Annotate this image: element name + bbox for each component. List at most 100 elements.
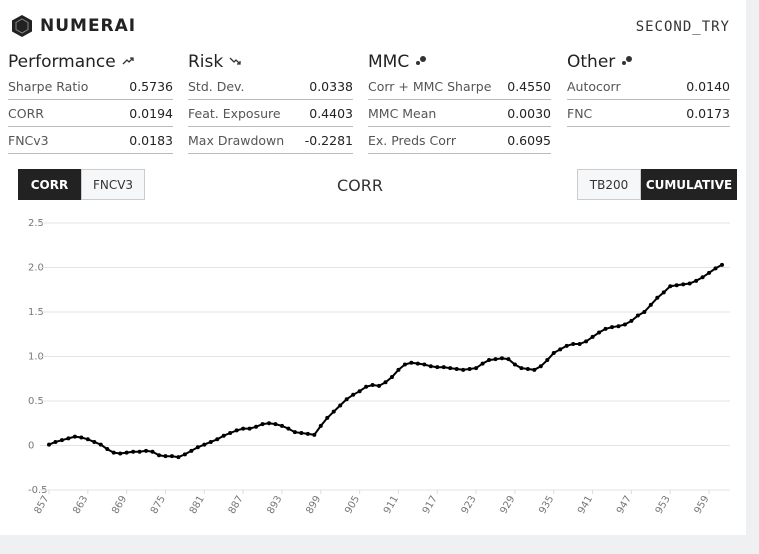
metric-label: Corr + MMC Sharpe bbox=[368, 79, 492, 94]
point bbox=[163, 454, 168, 459]
point bbox=[545, 358, 550, 363]
metric-label: Feat. Exposure bbox=[188, 106, 281, 121]
point bbox=[493, 357, 498, 362]
point bbox=[169, 454, 174, 459]
metric-column: Performance Sharpe Ratio 0.5736 CORR 0.0194 F… bbox=[8, 52, 173, 155]
metric-icon bbox=[416, 56, 427, 65]
point bbox=[299, 431, 304, 436]
line bbox=[48, 263, 723, 459]
card: NUMERAI SECOND_TRY Performance Sharpe Rat… bbox=[0, 0, 746, 535]
metric-value: 0.4403 bbox=[309, 106, 353, 121]
metric-value: 0.6095 bbox=[507, 133, 551, 148]
tab-button[interactable]: CORR bbox=[18, 169, 81, 200]
point bbox=[512, 362, 517, 367]
point bbox=[370, 382, 375, 387]
x-tick-label: 887 bbox=[227, 494, 246, 516]
x-tick-label: 947 bbox=[615, 494, 634, 516]
point bbox=[487, 358, 492, 363]
point bbox=[79, 435, 84, 440]
point bbox=[441, 365, 446, 370]
point bbox=[642, 310, 647, 314]
metric-row: Std. Dev. 0.0338 bbox=[188, 74, 353, 100]
metric-label: FNCv3 bbox=[8, 133, 49, 148]
point bbox=[215, 437, 220, 442]
metric-title: Other bbox=[567, 52, 616, 72]
tab-button[interactable]: TB200 bbox=[577, 169, 641, 200]
metric-icon bbox=[229, 57, 241, 65]
metric-value: 0.0194 bbox=[129, 106, 173, 121]
metric-row: Sharpe Ratio 0.5736 bbox=[8, 74, 173, 100]
point bbox=[279, 423, 284, 428]
point bbox=[409, 360, 414, 365]
point bbox=[364, 384, 369, 389]
point bbox=[208, 439, 213, 444]
point bbox=[260, 422, 265, 427]
metric-row: Max Drawdown -0.2281 bbox=[188, 128, 353, 154]
point bbox=[538, 364, 543, 369]
x-tick-label: 869 bbox=[110, 494, 129, 516]
metric-heading: MMC bbox=[368, 52, 551, 74]
point bbox=[150, 449, 155, 454]
metric-row: MMC Mean 0.0030 bbox=[368, 101, 551, 127]
point bbox=[66, 436, 71, 441]
point bbox=[435, 365, 440, 370]
point bbox=[448, 366, 453, 371]
metric-value: 0.0173 bbox=[686, 106, 730, 121]
point bbox=[234, 428, 239, 433]
x-tick-label: 899 bbox=[304, 494, 323, 516]
x-tick-label: 905 bbox=[343, 494, 362, 516]
point bbox=[182, 452, 187, 457]
point bbox=[241, 426, 246, 431]
x-tick-label: 929 bbox=[498, 494, 517, 516]
point bbox=[590, 334, 595, 339]
point bbox=[357, 389, 362, 394]
point bbox=[655, 295, 660, 300]
metric-row: Corr + MMC Sharpe 0.4550 bbox=[368, 74, 551, 100]
metric-heading: Other bbox=[567, 52, 730, 74]
point bbox=[629, 318, 634, 323]
point bbox=[72, 434, 77, 439]
point bbox=[584, 339, 589, 344]
x-tick-label: 923 bbox=[460, 494, 479, 516]
point bbox=[480, 361, 485, 366]
x-tick-label: 857 bbox=[33, 494, 52, 516]
tab-button[interactable]: CUMULATIVE bbox=[641, 169, 737, 200]
metric-value: 0.4550 bbox=[507, 79, 551, 94]
point bbox=[700, 275, 705, 280]
point bbox=[558, 347, 563, 352]
point bbox=[661, 290, 666, 295]
metric-row: Ex. Preds Corr 0.6095 bbox=[368, 128, 551, 154]
metric-title: MMC bbox=[368, 52, 410, 72]
point bbox=[47, 442, 51, 447]
point bbox=[254, 424, 259, 429]
point bbox=[648, 302, 653, 307]
point bbox=[157, 453, 162, 458]
point bbox=[720, 262, 724, 267]
x-tick-label: 959 bbox=[693, 494, 712, 516]
metric-column: MMC Corr + MMC Sharpe 0.4550 MMC Mean 0.0030… bbox=[368, 52, 551, 155]
point bbox=[415, 361, 420, 366]
point bbox=[105, 447, 110, 452]
x-tick-label: 881 bbox=[188, 494, 207, 516]
metric-value: 0.5736 bbox=[129, 79, 173, 94]
x-tick-label: 863 bbox=[71, 494, 90, 516]
point bbox=[318, 423, 323, 428]
point bbox=[377, 383, 382, 388]
point bbox=[532, 367, 537, 372]
metric-row: FNC 0.0173 bbox=[567, 101, 730, 127]
metric-value: 0.0183 bbox=[129, 133, 173, 148]
point bbox=[292, 430, 297, 435]
point bbox=[221, 433, 226, 438]
metric-icon bbox=[622, 56, 633, 65]
metric-label: FNC bbox=[567, 106, 593, 121]
tab-button[interactable]: FNCV3 bbox=[81, 169, 145, 200]
point bbox=[176, 455, 181, 460]
y-tick-label: 1.5 bbox=[28, 307, 44, 318]
point bbox=[273, 422, 278, 427]
model-name: SECOND_TRY bbox=[635, 19, 730, 35]
x-tick-label: 875 bbox=[149, 494, 168, 516]
point bbox=[551, 350, 556, 355]
point bbox=[111, 450, 116, 455]
